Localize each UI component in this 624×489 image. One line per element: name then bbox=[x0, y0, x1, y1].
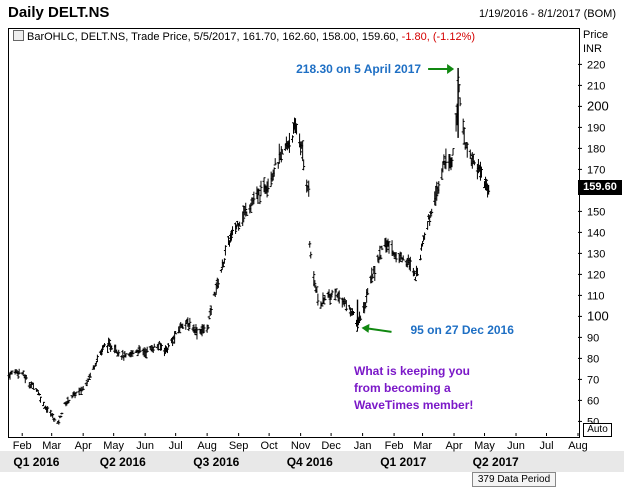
quarter-label: Q2 2016 bbox=[100, 455, 146, 469]
x-tick-label: Apr bbox=[445, 440, 462, 452]
x-tick-label: Aug bbox=[197, 440, 217, 452]
y-tick-label: 200 bbox=[587, 98, 609, 113]
x-tick-label: Feb bbox=[385, 440, 404, 452]
x-tick-label: Feb bbox=[13, 440, 32, 452]
chart-title: Daily DELT.NS bbox=[8, 4, 110, 21]
quarter-label: Q4 2016 bbox=[287, 455, 333, 469]
trough-arrowhead-icon bbox=[361, 323, 370, 333]
x-tick-label: Jan bbox=[354, 440, 372, 452]
x-tick-label: Oct bbox=[261, 440, 278, 452]
x-tick-label: Apr bbox=[75, 440, 92, 452]
y-tick-label: 60 bbox=[587, 395, 599, 407]
y-tick-label: 190 bbox=[587, 122, 605, 134]
peak-arrowhead-icon bbox=[447, 63, 455, 74]
y-tick-label: 140 bbox=[587, 227, 605, 239]
auto-scale-button[interactable]: Auto bbox=[583, 423, 612, 437]
quarter-label: Q2 2017 bbox=[473, 455, 519, 469]
peak-annotation: 218.30 on 5 April 2017 bbox=[296, 62, 421, 76]
x-tick-label: Dec bbox=[321, 440, 341, 452]
y-tick-label: 90 bbox=[587, 332, 599, 344]
promo-text: WaveTimes member! bbox=[354, 398, 473, 412]
x-tick-label: Mar bbox=[413, 440, 432, 452]
quarter-band bbox=[0, 451, 624, 472]
quarter-label: Q1 2016 bbox=[13, 455, 59, 469]
y-tick-label: 220 bbox=[587, 59, 605, 71]
x-tick-label: Jun bbox=[136, 440, 154, 452]
series-checkbox[interactable] bbox=[13, 30, 24, 41]
y-tick-label: 80 bbox=[587, 353, 599, 365]
x-tick-label: Nov bbox=[291, 440, 311, 452]
series-legend: BarOHLC, DELT.NS, Trade Price, 5/5/2017,… bbox=[13, 30, 475, 43]
x-tick-label: Jul bbox=[169, 440, 183, 452]
x-tick-label: Aug bbox=[568, 440, 588, 452]
currency-label: INR bbox=[583, 43, 602, 55]
x-tick-label: May bbox=[103, 440, 124, 452]
y-tick-label: 180 bbox=[587, 143, 605, 155]
quarter-label: Q3 2016 bbox=[193, 455, 239, 469]
last-price-flag: 159.60 bbox=[578, 180, 622, 195]
x-tick-label: Mar bbox=[42, 440, 61, 452]
legend-values: BarOHLC, DELT.NS, Trade Price, 5/5/2017,… bbox=[27, 31, 399, 43]
price-axis-title: Price bbox=[583, 29, 609, 41]
y-tick-label: 210 bbox=[587, 80, 605, 92]
y-tick-label: 120 bbox=[587, 269, 605, 281]
legend-change: -1.80, (-1.12%) bbox=[401, 31, 476, 43]
x-tick-label: Jun bbox=[507, 440, 525, 452]
promo-text: from becoming a bbox=[354, 381, 451, 395]
x-tick-label: May bbox=[474, 440, 495, 452]
date-range-label: 1/19/2016 - 8/1/2017 (BOM) bbox=[479, 8, 616, 20]
promo-text: What is keeping you bbox=[354, 364, 470, 378]
y-tick-label: 110 bbox=[587, 290, 605, 302]
y-tick-label: 100 bbox=[587, 308, 609, 323]
quarter-label: Q1 2017 bbox=[380, 455, 426, 469]
y-tick-label: 70 bbox=[587, 374, 599, 386]
trough-annotation: 95 on 27 Dec 2016 bbox=[411, 323, 515, 337]
y-tick-label: 150 bbox=[587, 206, 605, 218]
chart-frame bbox=[8, 28, 580, 438]
y-tick-label: 130 bbox=[587, 248, 605, 260]
y-tick-label: 170 bbox=[587, 164, 605, 176]
x-tick-label: Sep bbox=[229, 440, 249, 452]
data-period-box[interactable]: 379 Data Period bbox=[472, 472, 556, 487]
x-tick-label: Jul bbox=[539, 440, 553, 452]
